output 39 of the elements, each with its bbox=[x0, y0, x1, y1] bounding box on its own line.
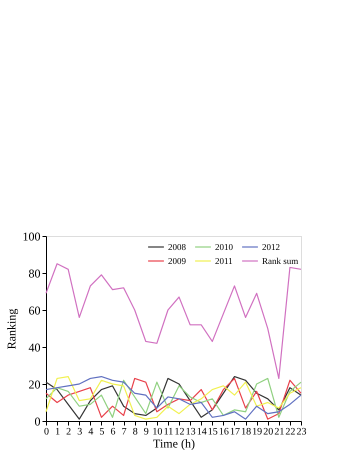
y-tick-label: 40 bbox=[28, 340, 40, 354]
y-tick-label: 20 bbox=[28, 378, 40, 392]
x-tick-label: 18 bbox=[241, 426, 252, 438]
legend-label: 2010 bbox=[215, 242, 234, 252]
x-tick-label: 0 bbox=[44, 426, 49, 438]
x-tick-label: 14 bbox=[196, 426, 207, 438]
x-tick-label: 9 bbox=[144, 426, 149, 438]
x-tick-label: 16 bbox=[218, 426, 229, 438]
x-tick-label: 12 bbox=[174, 426, 185, 438]
x-tick-label: 7 bbox=[122, 426, 127, 438]
x-tick-label: 6 bbox=[110, 426, 116, 438]
line-series bbox=[45, 263, 302, 380]
x-tick-label: 17 bbox=[230, 426, 240, 438]
x-tick-label: 20 bbox=[263, 426, 274, 438]
legend-label: Rank sum bbox=[262, 256, 298, 266]
x-tick-label: 23 bbox=[296, 426, 306, 438]
y-tick-label: 100 bbox=[22, 230, 40, 244]
legend-label: 2009 bbox=[168, 256, 186, 266]
x-tick-label: 2 bbox=[66, 426, 72, 438]
legend-label: 2008 bbox=[168, 242, 186, 252]
x-tick-label: 4 bbox=[88, 426, 94, 438]
y-tick-label: 0 bbox=[34, 414, 40, 428]
legend-label: 2011 bbox=[215, 256, 233, 266]
legend-label: 2012 bbox=[262, 242, 280, 252]
x-tick-label: 3 bbox=[77, 426, 82, 438]
y-axis-title: Ranking bbox=[4, 308, 18, 350]
x-tick-label: 13 bbox=[186, 426, 196, 438]
x-tick-label: 10 bbox=[152, 426, 162, 438]
y-tick-label: 60 bbox=[28, 304, 40, 318]
x-tick-label: 15 bbox=[208, 426, 218, 438]
x-tick-label: 22 bbox=[285, 426, 296, 438]
x-tick-label: 19 bbox=[252, 426, 262, 438]
x-tick-label: 21 bbox=[274, 426, 284, 438]
x-tick-label: 8 bbox=[132, 426, 138, 438]
x-tick-label: 5 bbox=[99, 426, 104, 438]
y-tick-label: 80 bbox=[28, 266, 40, 280]
x-tick-label: 1 bbox=[55, 426, 60, 438]
x-axis-title: Time (h) bbox=[153, 436, 195, 450]
x-tick-label: 11 bbox=[164, 426, 174, 438]
